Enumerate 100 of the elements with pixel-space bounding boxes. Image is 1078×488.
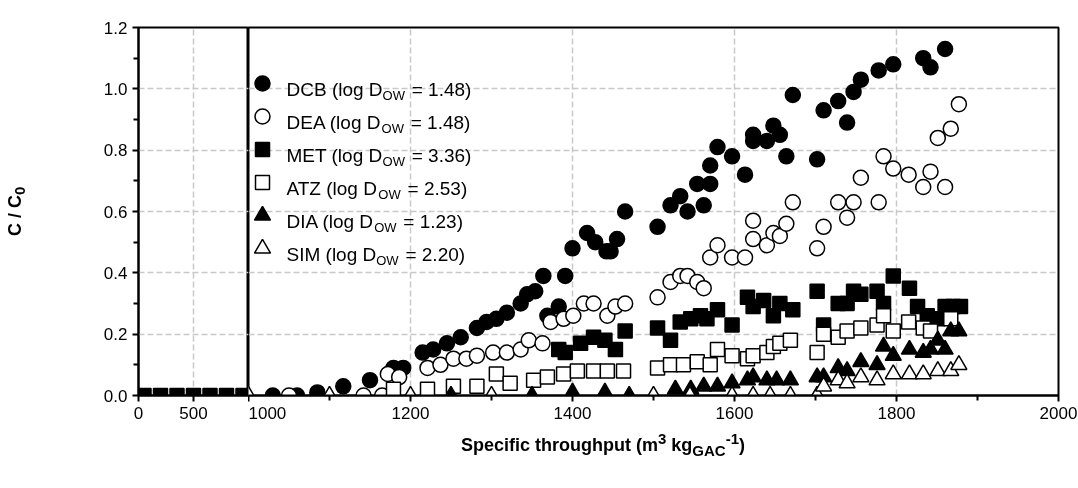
point bbox=[838, 373, 856, 389]
point bbox=[929, 129, 947, 147]
point bbox=[708, 376, 727, 392]
point bbox=[884, 364, 903, 380]
point bbox=[767, 370, 786, 386]
point bbox=[701, 175, 719, 193]
point bbox=[385, 381, 402, 396]
point bbox=[555, 366, 572, 382]
point bbox=[901, 280, 918, 296]
point bbox=[542, 313, 559, 331]
point bbox=[852, 367, 870, 383]
point bbox=[488, 366, 505, 382]
point bbox=[695, 279, 712, 297]
point bbox=[662, 197, 679, 214]
x-tick-label: 500 bbox=[179, 403, 208, 423]
x-tick-label: 1800 bbox=[877, 403, 916, 423]
point bbox=[649, 320, 666, 336]
x-axis-title: Specific throughput (m$^{3}$ kg$_{GAC}$$^{-1}$) bbox=[459, 430, 746, 459]
point bbox=[758, 237, 776, 254]
point bbox=[885, 56, 902, 73]
point bbox=[535, 267, 552, 285]
point bbox=[885, 268, 902, 284]
point bbox=[556, 267, 574, 285]
point bbox=[701, 249, 719, 266]
point bbox=[468, 347, 486, 364]
point bbox=[361, 371, 379, 389]
point bbox=[520, 332, 538, 349]
point bbox=[617, 323, 633, 339]
point bbox=[539, 369, 556, 385]
point bbox=[838, 114, 856, 131]
point bbox=[784, 194, 802, 211]
point bbox=[829, 194, 847, 211]
point bbox=[745, 347, 761, 364]
point bbox=[736, 249, 754, 266]
point bbox=[484, 344, 502, 361]
point bbox=[709, 138, 726, 156]
point bbox=[758, 132, 776, 150]
point bbox=[702, 357, 718, 373]
point bbox=[929, 330, 947, 346]
point bbox=[585, 363, 602, 379]
point bbox=[782, 332, 799, 349]
point bbox=[599, 363, 616, 379]
point bbox=[709, 341, 726, 358]
point bbox=[616, 203, 634, 220]
point bbox=[695, 197, 712, 214]
point bbox=[950, 354, 968, 371]
point bbox=[649, 289, 666, 306]
point bbox=[432, 356, 449, 374]
point bbox=[900, 166, 917, 183]
point bbox=[755, 292, 772, 309]
point bbox=[809, 344, 825, 361]
y-tick-label: 1.0 bbox=[103, 79, 128, 99]
point bbox=[929, 360, 947, 377]
point bbox=[649, 218, 666, 236]
point bbox=[914, 364, 932, 380]
y-tick-label: 0.2 bbox=[103, 325, 128, 345]
point bbox=[671, 187, 689, 205]
point bbox=[498, 304, 516, 321]
point bbox=[869, 283, 885, 299]
point bbox=[942, 120, 960, 137]
y-tick-label: 1.2 bbox=[103, 18, 128, 38]
point bbox=[675, 357, 692, 373]
point bbox=[885, 323, 902, 339]
point bbox=[852, 169, 870, 186]
point bbox=[586, 233, 604, 251]
point bbox=[569, 363, 586, 379]
point bbox=[419, 381, 436, 396]
point bbox=[666, 379, 685, 395]
point bbox=[679, 203, 696, 220]
point bbox=[608, 230, 626, 248]
point bbox=[784, 86, 802, 104]
x-tick-label: 1200 bbox=[391, 403, 430, 423]
point bbox=[585, 295, 602, 312]
point bbox=[709, 301, 726, 318]
point bbox=[607, 341, 624, 358]
point bbox=[853, 320, 869, 336]
point bbox=[452, 329, 469, 346]
point bbox=[502, 375, 518, 391]
point bbox=[564, 240, 581, 257]
point bbox=[736, 166, 754, 183]
point bbox=[900, 314, 917, 330]
point bbox=[723, 373, 741, 389]
x-tick-label: 0 bbox=[133, 403, 144, 423]
x-tick-label: 2000 bbox=[1039, 403, 1078, 423]
point bbox=[845, 194, 862, 211]
x-tick-label: 1600 bbox=[715, 403, 754, 423]
point bbox=[870, 194, 887, 211]
point bbox=[868, 370, 886, 386]
point bbox=[390, 368, 408, 386]
point bbox=[424, 341, 442, 358]
point bbox=[814, 376, 833, 392]
point bbox=[616, 295, 634, 312]
y-tick-label: 0.4 bbox=[103, 263, 128, 283]
point bbox=[781, 370, 800, 386]
x-tick-label: 1400 bbox=[553, 403, 592, 423]
y-tick-label: 0.6 bbox=[103, 202, 128, 222]
point bbox=[525, 372, 542, 388]
point bbox=[936, 40, 954, 58]
point bbox=[701, 157, 719, 174]
point bbox=[852, 71, 870, 88]
